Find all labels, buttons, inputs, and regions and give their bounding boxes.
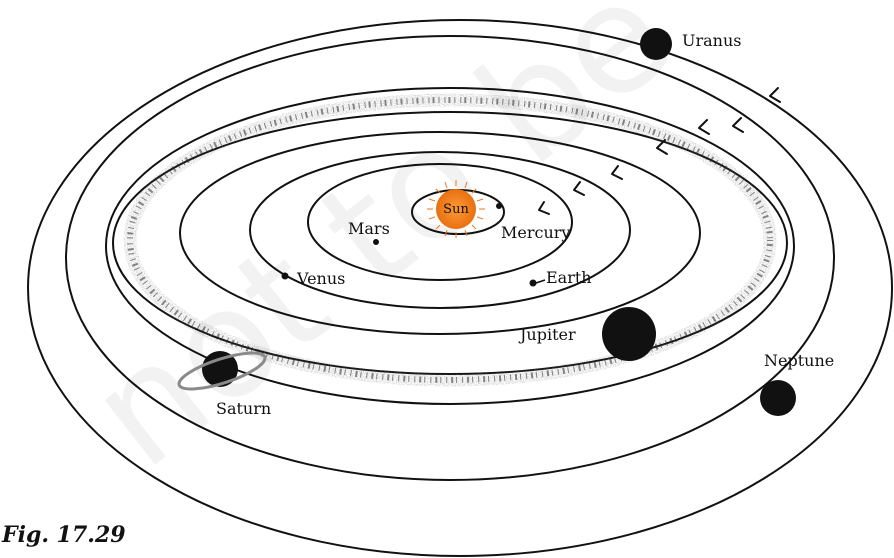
- planet-venus: [281, 272, 289, 280]
- orbit-neptune: [27, 19, 893, 557]
- orbit-saturn: [105, 87, 795, 405]
- arrow-icon: [732, 117, 744, 133]
- orbit-mars: [307, 163, 573, 281]
- sun-disc: [436, 189, 476, 229]
- planets: Mercury Mars Venus Earth Jupiter Saturn …: [177, 28, 834, 418]
- arrow-icon: [656, 139, 668, 155]
- label-earth: Earth: [546, 268, 592, 287]
- planet-mars: [373, 239, 379, 245]
- label-jupiter: Jupiter: [518, 325, 576, 344]
- asteroid-belt: [123, 93, 777, 387]
- sun: Sun: [427, 180, 485, 238]
- label-uranus: Uranus: [682, 31, 742, 50]
- orbit-uranus: [65, 35, 835, 481]
- arrow-icon: [538, 201, 550, 215]
- planet-uranus: [640, 28, 672, 60]
- sun-label: Sun: [443, 202, 469, 217]
- orbit-earth: [179, 131, 701, 335]
- label-mercury: Mercury: [501, 223, 570, 242]
- label-saturn: Saturn: [216, 399, 271, 418]
- watermark-text: not to be: [59, 0, 701, 501]
- label-venus: Venus: [296, 269, 345, 288]
- sun-rays-icon: [427, 180, 485, 238]
- arrow-icon: [573, 181, 585, 196]
- arrow-icon: [769, 87, 781, 103]
- planet-mercury: [496, 203, 502, 209]
- label-mars: Mars: [348, 219, 390, 238]
- saturn-ring: [177, 351, 267, 391]
- planet-neptune: [760, 380, 796, 416]
- figure-caption: Fig. 17.29: [2, 522, 126, 548]
- arrow-icon: [611, 165, 623, 180]
- planet-saturn: [177, 351, 267, 391]
- direction-arrows: [538, 87, 781, 215]
- orbit-venus: [249, 151, 631, 309]
- arrow-icon: [698, 119, 710, 135]
- label-neptune: Neptune: [764, 351, 834, 370]
- planet-earth: [529, 279, 537, 287]
- planet-jupiter: [602, 307, 656, 361]
